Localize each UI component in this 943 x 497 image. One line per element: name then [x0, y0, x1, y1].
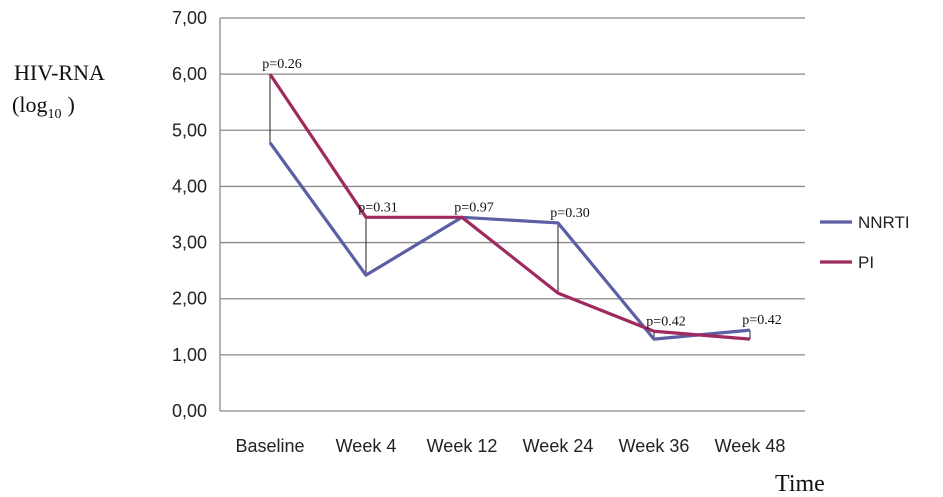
x-tick-label: Week 24 [523, 436, 594, 456]
p-value-label: p=0.42 [742, 313, 781, 328]
x-tick-label: Week 4 [336, 436, 397, 456]
p-value-connectors [269, 74, 751, 340]
y-tick-label: 2,00 [172, 289, 207, 309]
x-tick-labels: Baseline Week 4 Week 12 Week 24 Week 36 Week … [235, 436, 785, 456]
y-axis-title-subscript: 10 [47, 107, 61, 122]
x-axis-title: Time [775, 471, 825, 497]
grid-lines [219, 17, 805, 412]
x-tick-label: Week 12 [427, 436, 498, 456]
y-tick-label: 7,00 [172, 8, 207, 28]
y-tick-labels: 0,00 1,00 2,00 3,00 4,00 5,00 6,00 7,00 [172, 8, 207, 421]
y-tick-label: 0,00 [172, 401, 207, 421]
y-tick-label: 3,00 [172, 233, 207, 253]
y-axis-title-close: ) [67, 92, 74, 117]
y-tick-label: 5,00 [172, 120, 207, 140]
legend: NNRTI PI [820, 213, 910, 272]
y-axis-title-log: (log [12, 92, 47, 117]
legend-label-pi: PI [858, 253, 874, 272]
series-line-pi [268, 73, 751, 341]
y-tick-label: 4,00 [172, 176, 207, 196]
x-tick-label: Week 36 [619, 436, 690, 456]
p-value-label: p=0.97 [454, 200, 493, 215]
y-axis-title-line2: (log10) [12, 92, 75, 122]
y-axis-title-line1: HIV-RNA [14, 60, 105, 85]
p-value-labels: p=0.26 p=0.31 p=0.97 p=0.30 p=0.42 p=0.42 [262, 57, 781, 329]
series-lines [268, 73, 751, 341]
p-value-label: p=0.30 [550, 206, 589, 221]
x-tick-label: Baseline [235, 436, 304, 456]
p-value-label: p=0.26 [262, 57, 301, 72]
y-tick-label: 6,00 [172, 64, 207, 84]
y-axis-title: HIV-RNA (log10) [12, 60, 105, 122]
x-tick-label: Week 48 [715, 436, 786, 456]
series-line-nnrti [268, 141, 751, 341]
legend-label-nnrti: NNRTI [858, 213, 910, 232]
p-value-label: p=0.31 [358, 200, 397, 215]
p-value-label: p=0.42 [646, 314, 685, 329]
y-tick-label: 1,00 [172, 345, 207, 365]
